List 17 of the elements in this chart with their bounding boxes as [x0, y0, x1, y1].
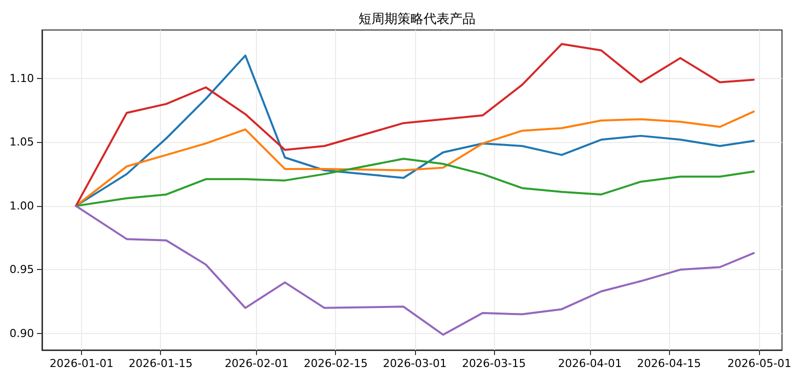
y-tick-label: 1.10 — [10, 72, 34, 85]
y-tick-label: 1.05 — [10, 136, 34, 149]
x-tick-label: 2026-05-01 — [727, 357, 792, 370]
x-tick-label: 2026-04-15 — [637, 357, 701, 370]
x-tick-label: 2026-03-15 — [462, 357, 526, 370]
y-tick-label: 0.90 — [10, 326, 34, 340]
x-tick-label: 2026-03-01 — [382, 357, 447, 370]
x-tick-label: 2026-01-15 — [128, 357, 193, 370]
y-tick-label: 0.95 — [10, 263, 34, 276]
x-tick-label: 2026-04-01 — [558, 357, 622, 370]
line-series — [74, 158, 755, 207]
chart-title: 短周期策略代表产品 — [358, 12, 476, 27]
x-tick-label: 2026-01-01 — [50, 357, 114, 370]
y-tick-label: 1.00 — [10, 199, 34, 212]
line-series — [74, 204, 755, 336]
x-tick-label: 2026-02-15 — [304, 357, 368, 370]
x-tick-label: 2026-02-01 — [224, 357, 289, 370]
